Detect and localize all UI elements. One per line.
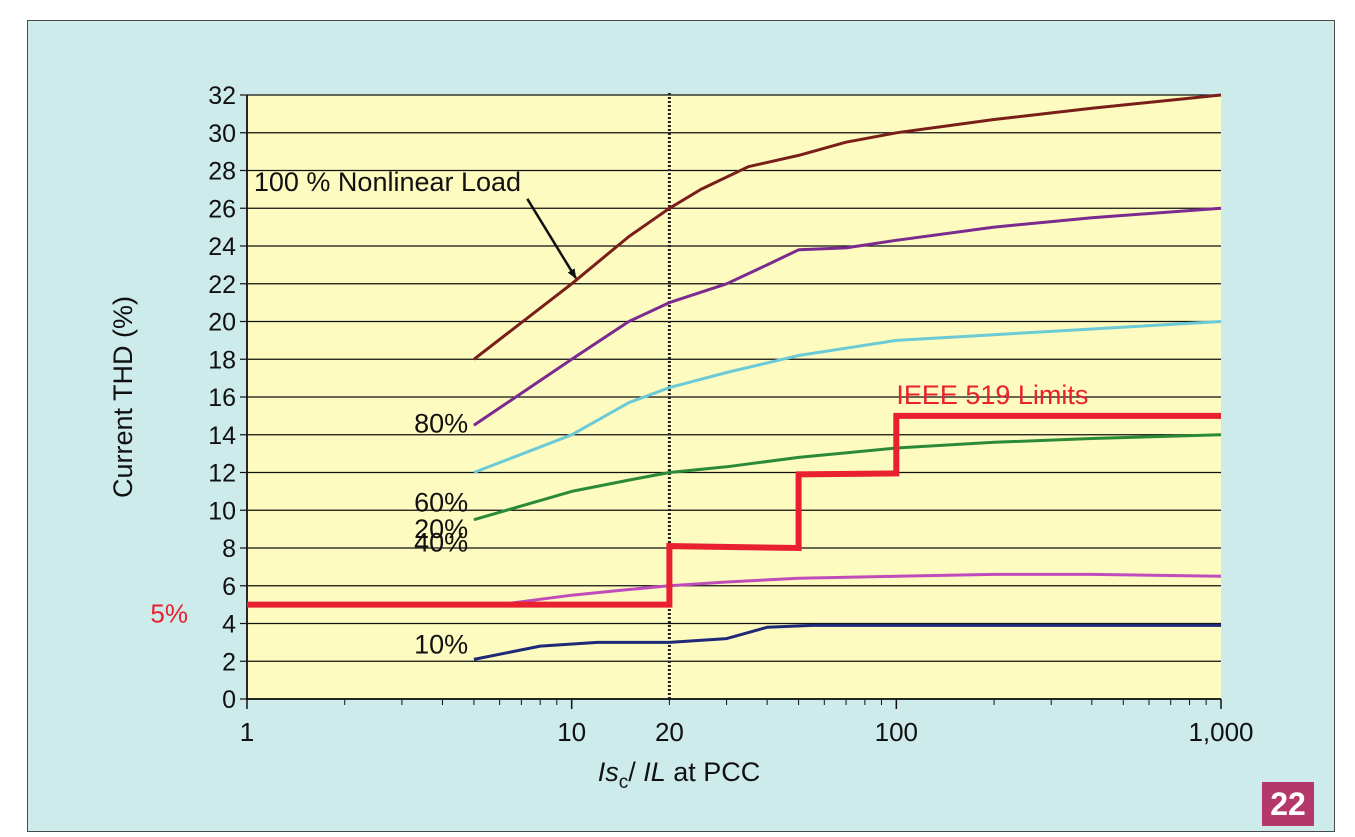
series-line-nl40: [473, 433, 1222, 522]
y-tick-label-4: 4: [222, 611, 236, 639]
figure-number-badge: 22: [1262, 782, 1314, 826]
y-tick-label-10: 10: [208, 497, 236, 525]
series-line-nl20: [499, 572, 1222, 607]
y-tick-label-2: 2: [222, 648, 236, 676]
y-tick-label-0: 0: [222, 686, 236, 714]
annotation-arrow: [526, 198, 577, 279]
y-tick-label-8: 8: [222, 535, 236, 563]
figure-panel: 0 2 4 6 8 10 12 14 16 18 20 22 24 26 28 30 32 1 10 20 100 1,0…: [27, 20, 1335, 832]
x-tick-label-20: 20: [655, 717, 684, 747]
y-tick-label-20: 20: [208, 309, 236, 337]
annotation-lbl100: 100 % Nonlinear Load: [254, 167, 521, 197]
y-tick-label-22: 22: [208, 271, 236, 299]
x-tick-label-10: 10: [557, 717, 586, 747]
y-tick-label-16: 16: [208, 384, 236, 412]
annotation-lbl40: 40%: [414, 527, 468, 557]
y-axis-label: Current THD (%): [108, 296, 138, 498]
y-tick-label-32: 32: [208, 82, 236, 110]
y-tick-label-12: 12: [208, 460, 236, 488]
series-line-nl80: [473, 206, 1222, 427]
series-line-ieee519: [247, 412, 1221, 608]
y-tick-label-18: 18: [208, 346, 236, 374]
x-tick-label-1: 1: [240, 717, 254, 747]
side-label-5pct: 5%: [150, 599, 188, 629]
y-tick-label-30: 30: [208, 120, 236, 148]
y-tick-label-14: 14: [208, 422, 236, 450]
y-tick-label-24: 24: [208, 233, 236, 261]
series-line-nl60: [473, 320, 1222, 474]
annotation-lbl10: 10%: [414, 629, 468, 659]
annotation-lblieee: IEEE 519 Limits: [896, 380, 1088, 410]
annotation-lbl60: 60%: [414, 488, 468, 518]
y-tick-label-28: 28: [208, 158, 236, 186]
annotation-lbl80: 80%: [414, 408, 468, 438]
annotation-lbl20: 20%: [414, 514, 468, 544]
y-tick-label-6: 6: [222, 573, 236, 601]
series-line-nl100: [472, 93, 1222, 361]
x-tick-label-1000: 1,000: [1188, 717, 1253, 747]
y-tick-label-26: 26: [208, 195, 236, 223]
x-tick-label-100: 100: [875, 717, 918, 747]
series-line-nl10: [473, 623, 1221, 661]
x-axis-label: Isc/ IL at PCC: [598, 757, 761, 793]
